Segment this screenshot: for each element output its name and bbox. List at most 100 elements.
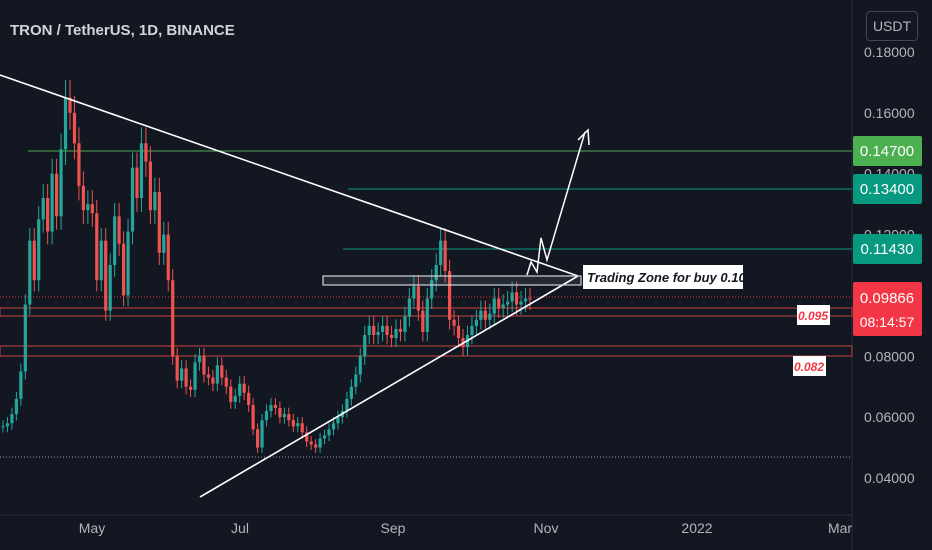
y-tick-label: 0.16000 bbox=[864, 105, 915, 121]
candle-body bbox=[430, 280, 434, 299]
candle-body bbox=[211, 377, 215, 384]
candle-body bbox=[188, 386, 193, 390]
trading-zone-box bbox=[322, 275, 582, 286]
candle-body bbox=[121, 243, 126, 296]
candle-body bbox=[273, 404, 278, 409]
candle-body bbox=[90, 204, 94, 214]
candle-body bbox=[153, 191, 157, 211]
candle-body bbox=[483, 310, 487, 320]
support-label-box bbox=[797, 305, 830, 325]
candle-body bbox=[86, 204, 90, 211]
candle-body bbox=[215, 365, 219, 384]
candle-body bbox=[104, 240, 108, 311]
candle-body bbox=[510, 292, 514, 302]
candle-body bbox=[488, 313, 492, 320]
candle-body bbox=[99, 240, 103, 281]
candle-body bbox=[81, 185, 85, 211]
price-level-value: 0.11430 bbox=[860, 241, 913, 258]
candle-body bbox=[41, 198, 45, 220]
candle-body bbox=[394, 328, 398, 339]
candle-body bbox=[305, 432, 309, 442]
candle-body bbox=[439, 240, 443, 265]
annotation-text: Trading Zone for buy 0.106 bbox=[587, 270, 754, 285]
currency-button[interactable]: USDT bbox=[866, 11, 918, 41]
candle-body bbox=[184, 368, 188, 387]
candle-body bbox=[501, 304, 505, 308]
candle-body bbox=[171, 280, 175, 357]
candle-body bbox=[456, 325, 461, 339]
candle-body bbox=[251, 404, 255, 430]
candle-body bbox=[162, 234, 166, 253]
candle-body bbox=[309, 441, 313, 445]
candle-body bbox=[506, 301, 510, 305]
candle-body bbox=[175, 356, 179, 381]
candle-body bbox=[492, 298, 496, 314]
candle-body bbox=[37, 219, 41, 281]
candle-body bbox=[314, 444, 318, 448]
candle-body bbox=[331, 423, 336, 430]
candle-body bbox=[434, 265, 438, 281]
candle-body bbox=[19, 371, 23, 399]
candle-body bbox=[264, 411, 269, 421]
price-level-value: 0.14700 bbox=[860, 143, 914, 160]
candle-body bbox=[398, 328, 403, 332]
candle-body bbox=[345, 398, 349, 412]
candle-body bbox=[10, 414, 14, 424]
candle-body bbox=[327, 429, 331, 436]
candle-body bbox=[59, 149, 63, 217]
candle-body bbox=[28, 240, 32, 305]
candle-body bbox=[452, 319, 456, 326]
descending-trendline bbox=[0, 74, 579, 277]
candle-body bbox=[474, 319, 479, 326]
price-level-tag bbox=[853, 174, 922, 204]
candle-body bbox=[126, 231, 130, 296]
support-label-value: 0.082 bbox=[794, 360, 824, 374]
candle-body bbox=[407, 298, 412, 317]
candle-body bbox=[318, 438, 322, 448]
candle-body bbox=[376, 331, 380, 335]
candle-body bbox=[381, 325, 385, 332]
candle-body bbox=[300, 423, 304, 433]
candle-body bbox=[282, 414, 286, 418]
y-tick-label: 0.06000 bbox=[864, 409, 915, 425]
candle-body bbox=[412, 286, 416, 299]
x-tick-label: Sep bbox=[381, 520, 406, 536]
candle-body bbox=[287, 414, 291, 421]
y-tick-label: 0.08000 bbox=[864, 348, 915, 364]
candle-body bbox=[367, 325, 371, 335]
candle-body bbox=[72, 112, 77, 144]
candle-body bbox=[135, 167, 139, 199]
candle-body bbox=[372, 325, 376, 335]
candle-body bbox=[255, 429, 260, 448]
candle-body bbox=[354, 374, 358, 387]
candle-body bbox=[229, 386, 233, 402]
x-tick-label: Mar bbox=[828, 520, 852, 536]
candle-body bbox=[23, 304, 27, 372]
candle-body bbox=[130, 167, 135, 232]
candle-body bbox=[117, 216, 121, 244]
candle-body bbox=[247, 392, 251, 405]
candle-body bbox=[336, 417, 340, 424]
candle-body bbox=[296, 423, 300, 427]
candle-body bbox=[193, 362, 197, 390]
countdown-timer: 08:14:57 bbox=[860, 314, 915, 330]
candle-body bbox=[50, 173, 54, 232]
candle-body bbox=[515, 292, 519, 305]
candle-body bbox=[479, 310, 483, 320]
candle-body bbox=[113, 216, 117, 265]
candle-body bbox=[180, 368, 184, 381]
ascending-trendline bbox=[199, 275, 579, 498]
candle-body bbox=[389, 334, 394, 339]
y-tick-label: 0.18000 bbox=[864, 44, 915, 60]
candle-body bbox=[220, 365, 224, 378]
candle-body bbox=[528, 298, 532, 300]
candle-body bbox=[358, 356, 362, 375]
candle-body bbox=[291, 420, 295, 427]
support-label-box bbox=[793, 356, 826, 376]
current-price-tag bbox=[853, 282, 922, 336]
candle-body bbox=[32, 240, 36, 281]
candle-body bbox=[54, 173, 59, 217]
price-level-tag bbox=[853, 234, 922, 264]
candle-body bbox=[14, 398, 18, 415]
